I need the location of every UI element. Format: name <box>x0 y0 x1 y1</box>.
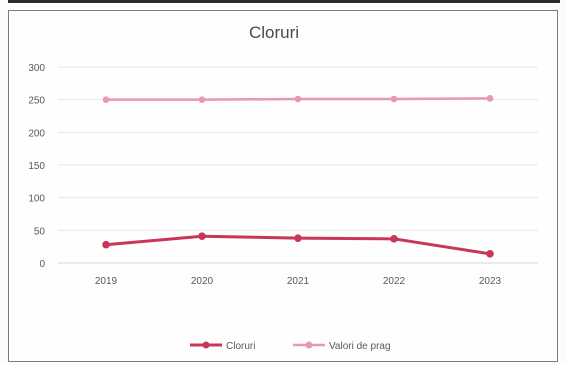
data-point <box>102 96 110 103</box>
y-tick-label: 150 <box>28 161 45 172</box>
y-axis-ticks: 0 50 100 150 200 250 300 <box>28 63 45 270</box>
y-tick-label: 50 <box>34 226 46 237</box>
legend-swatch-marker <box>305 341 313 349</box>
legend-label: Cloruri <box>226 341 255 352</box>
legend: Cloruri Valori de prag <box>190 341 391 352</box>
data-point <box>294 234 302 242</box>
legend-swatch-marker <box>202 341 210 349</box>
x-tick-label: 2019 <box>95 276 118 287</box>
y-tick-label: 300 <box>28 63 45 74</box>
data-point <box>198 96 206 103</box>
y-tick-label: 250 <box>28 96 45 107</box>
data-point <box>102 240 110 249</box>
data-point <box>390 235 398 243</box>
x-tick-label: 2020 <box>191 276 214 287</box>
x-axis-ticks: 2019 2020 2021 2022 2023 <box>95 276 502 287</box>
y-tick-label: 200 <box>28 128 45 139</box>
data-point <box>486 95 494 102</box>
data-point <box>294 95 302 103</box>
series-lines <box>102 95 494 258</box>
chart-title: Cloruri <box>249 23 299 42</box>
data-point <box>486 250 494 258</box>
legend-label: Valori de prag <box>329 341 391 352</box>
data-point <box>198 232 206 241</box>
x-tick-label: 2023 <box>479 276 502 287</box>
x-tick-label: 2022 <box>383 276 406 287</box>
y-tick-label: 100 <box>28 194 45 205</box>
x-tick-label: 2021 <box>287 276 310 287</box>
chart-frame <box>8 10 558 362</box>
top-border <box>8 0 560 3</box>
y-tick-label: 0 <box>39 259 45 270</box>
data-point <box>390 95 398 103</box>
